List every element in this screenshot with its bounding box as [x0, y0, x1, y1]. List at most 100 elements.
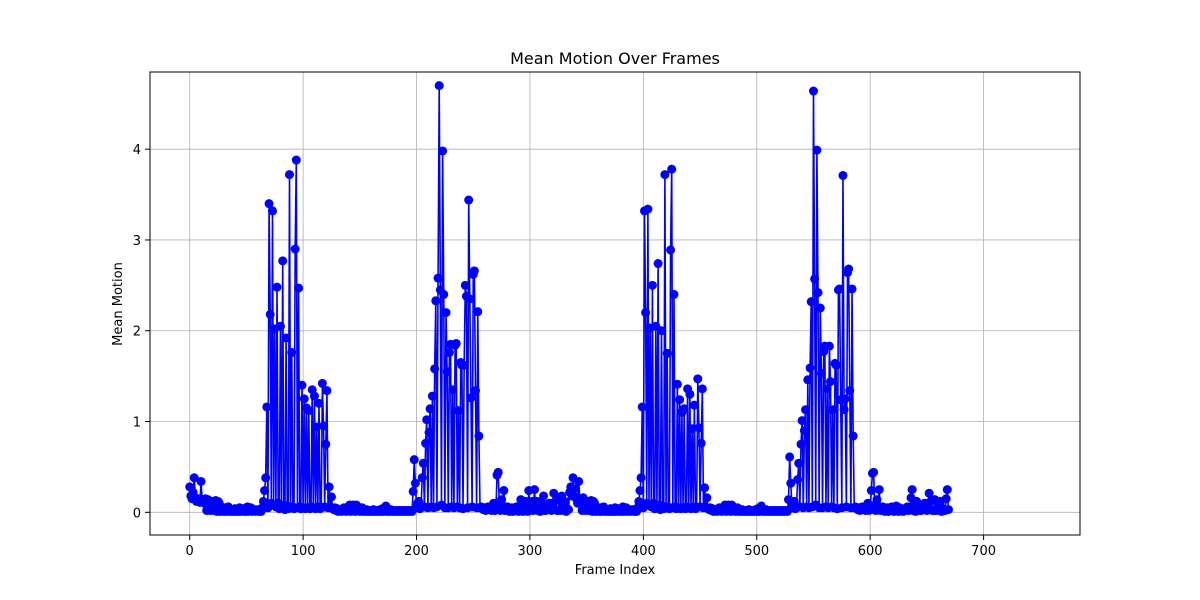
data-point	[816, 368, 826, 378]
data-point	[442, 367, 452, 377]
data-point	[689, 400, 699, 410]
data-point	[844, 264, 854, 274]
data-point	[831, 360, 841, 370]
data-point	[297, 380, 307, 390]
data-point	[822, 384, 832, 394]
data-point	[697, 384, 707, 394]
data-point	[924, 488, 934, 498]
data-point	[866, 486, 876, 496]
data-point	[421, 438, 431, 448]
data-point	[285, 170, 294, 180]
data-point	[267, 206, 277, 216]
data-point	[294, 283, 304, 293]
data-point	[459, 360, 469, 370]
x-tick-label: 200	[404, 544, 429, 559]
data-point	[469, 266, 479, 276]
axis-ticks: 0 100 200 300 400 500 600 700 0 1 2 3 4	[133, 143, 996, 559]
data-point	[427, 391, 437, 401]
data-point	[835, 284, 845, 294]
data-point	[874, 485, 884, 495]
x-tick-label: 700	[971, 544, 996, 559]
data-point	[569, 484, 579, 494]
data-point	[278, 256, 288, 266]
data-point	[872, 495, 882, 505]
y-tick-label: 2	[133, 325, 141, 340]
data-point	[418, 458, 428, 468]
data-point	[438, 146, 448, 156]
chart-title: Mean Motion Over Frames	[510, 49, 720, 68]
data-point	[321, 439, 331, 449]
data-point	[801, 405, 811, 415]
data-point	[943, 505, 953, 515]
data-point	[574, 476, 584, 486]
data-point	[942, 485, 952, 495]
data-point	[265, 309, 275, 319]
data-point	[666, 245, 676, 255]
data-point	[471, 386, 480, 396]
x-tick-label: 600	[858, 544, 883, 559]
data-point	[560, 496, 570, 506]
data-point	[838, 170, 848, 180]
data-point	[810, 274, 820, 284]
data-point	[643, 204, 653, 214]
data-point	[839, 405, 849, 415]
data-point	[431, 296, 441, 306]
data-point	[453, 406, 463, 416]
data-series	[185, 81, 953, 516]
data-point	[430, 364, 440, 374]
data-point	[793, 475, 803, 485]
data-point	[262, 402, 272, 412]
data-point	[700, 483, 710, 493]
data-point	[675, 395, 685, 405]
data-point	[549, 488, 559, 498]
data-point	[444, 348, 454, 358]
data-point	[439, 289, 449, 299]
x-tick-label: 100	[291, 544, 316, 559]
data-point	[448, 385, 458, 395]
data-point	[291, 155, 301, 165]
data-point	[408, 486, 418, 496]
data-point	[424, 427, 434, 437]
data-point	[497, 495, 507, 505]
data-point	[799, 426, 809, 436]
data-point	[679, 404, 689, 414]
data-point	[687, 424, 697, 434]
data-point	[694, 423, 704, 433]
data-point	[425, 404, 435, 414]
data-point	[641, 308, 651, 318]
data-point	[669, 289, 679, 299]
data-point	[499, 486, 509, 496]
data-point	[281, 333, 291, 343]
data-point	[794, 458, 804, 468]
data-point	[786, 478, 796, 488]
data-point	[828, 405, 838, 415]
data-point	[326, 492, 336, 502]
data-point	[662, 348, 672, 358]
data-point	[806, 297, 816, 307]
data-point	[258, 496, 268, 506]
data-point	[941, 494, 951, 504]
data-point	[696, 438, 706, 448]
data-point	[319, 421, 329, 431]
data-point	[465, 294, 475, 304]
data-point	[564, 505, 573, 515]
data-point	[275, 321, 285, 331]
data-point	[493, 467, 503, 477]
data-point	[848, 431, 858, 441]
data-point	[264, 199, 274, 209]
data-point	[272, 282, 282, 292]
data-point	[637, 402, 647, 412]
y-tick-label: 3	[133, 234, 141, 249]
data-point	[460, 280, 470, 290]
data-point	[539, 491, 549, 501]
data-point	[473, 307, 483, 317]
data-point	[813, 288, 823, 298]
data-point	[653, 259, 663, 269]
data-point	[417, 473, 427, 483]
data-point	[815, 303, 825, 313]
data-point	[290, 244, 300, 254]
data-point	[196, 476, 206, 486]
data-point	[466, 393, 476, 403]
x-axis-label: Frame Index	[575, 563, 656, 578]
